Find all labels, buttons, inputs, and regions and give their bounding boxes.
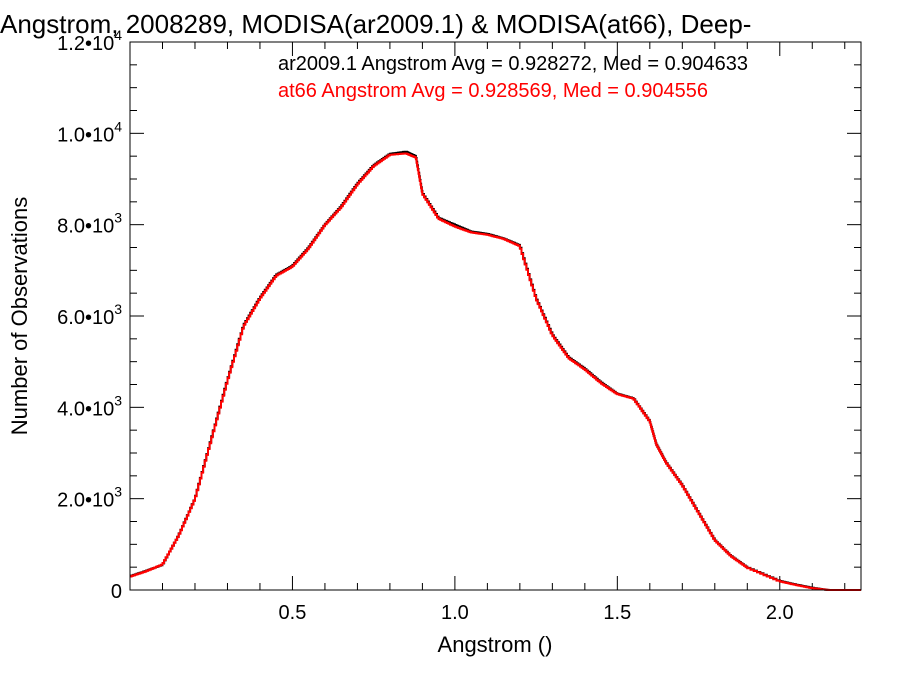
x-tick-label: 2.0: [766, 602, 794, 624]
y-axis-label: Number of Observations: [7, 197, 32, 435]
y-tick-label: 0: [111, 581, 122, 603]
y-tick-label-mantissa: 1.2•10: [57, 33, 114, 55]
y-tick-label: 1.0•104: [57, 118, 122, 146]
plot-frame: [129, 41, 862, 591]
y-tick-label-exponent: 3: [114, 210, 122, 226]
y-tick-label-mantissa: 1.0•10: [57, 124, 114, 146]
annotation-ar2009: ar2009.1 Angstrom Avg = 0.928272, Med = …: [278, 53, 748, 75]
x-axis-label: Angstrom (): [438, 632, 553, 657]
y-tick-label-exponent: 3: [114, 301, 122, 317]
series-layer: [130, 150, 861, 591]
x-tick-label: 1.0: [441, 602, 469, 624]
y-tick-label: 6.0•103: [57, 301, 122, 329]
y-tick-label-mantissa: 6.0•10: [57, 307, 114, 329]
y-tick-label-exponent: 4: [114, 118, 122, 134]
series-line-0: [130, 150, 861, 591]
y-tick-label-mantissa: 2.0•10: [57, 490, 114, 512]
y-tick-label-exponent: 4: [114, 27, 122, 43]
annotation-at66: at66 Angstrom Avg = 0.928569, Med = 0.90…: [278, 80, 708, 102]
x-tick-label: 0.5: [279, 602, 307, 624]
y-tick-label-mantissa: 8.0•10: [57, 216, 114, 238]
y-tick-label: 2.0•103: [57, 484, 122, 512]
x-tick-label: 1.5: [603, 602, 631, 624]
y-axis-ticks: 02.0•1034.0•1036.0•1038.0•1031.0•1041.2•…: [57, 27, 861, 603]
y-tick-label-mantissa: 4.0•10: [57, 398, 114, 420]
x-axis-ticks: 0.5 1.0 1.5 2.0: [161, 42, 846, 624]
y-tick-label: 4.0•103: [57, 392, 122, 420]
series-line-1: [130, 152, 861, 591]
chart-title: Angstrom, 2008289, MODISA(ar2009.1) & MO…: [0, 9, 751, 39]
y-tick-label-exponent: 3: [114, 392, 122, 408]
y-tick-label: 8.0•103: [57, 210, 122, 238]
y-tick-label-mantissa: 0: [111, 581, 122, 603]
y-tick-label-exponent: 3: [114, 484, 122, 500]
y-tick-label: 1.2•104: [57, 27, 122, 55]
